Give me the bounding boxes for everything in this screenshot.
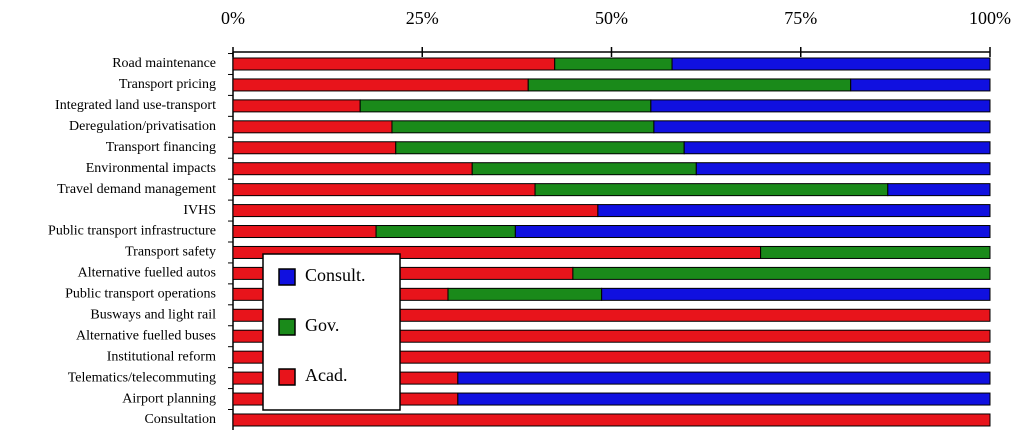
bar-segment — [232, 99, 361, 113]
y-tick-label: Environmental impacts — [86, 161, 216, 176]
y-tick-label: Telematics/telecommuting — [68, 370, 216, 385]
bar-segment — [650, 99, 991, 113]
bar-segment — [232, 120, 393, 134]
bar-segment — [232, 57, 556, 71]
legend-swatch — [278, 368, 296, 386]
bar-segment — [232, 329, 991, 343]
bar-segment — [232, 78, 529, 92]
y-tick-label: Deregulation/privatisation — [69, 119, 216, 134]
bar-segment — [671, 57, 991, 71]
y-tick-label: Public transport infrastructure — [48, 224, 216, 239]
legend-label: Consult. — [305, 265, 366, 285]
bar-segment — [359, 99, 652, 113]
bar-segment — [760, 245, 991, 259]
y-tick-label: Transport pricing — [119, 77, 216, 92]
bar-segment — [887, 183, 991, 197]
bar-segment — [683, 141, 991, 155]
bar-segment — [375, 225, 516, 239]
bar-segment — [554, 57, 673, 71]
bar-segment — [471, 162, 697, 176]
legend-label: Acad. — [305, 365, 347, 385]
bar-segment — [527, 78, 852, 92]
x-tick-label: 50% — [595, 8, 628, 28]
bar-segment — [232, 413, 991, 427]
y-tick-label: Travel demand management — [57, 182, 216, 197]
bar-segment — [534, 183, 889, 197]
x-tick-label: 75% — [784, 8, 817, 28]
legend-swatch — [278, 268, 296, 286]
y-tick-label: Busways and light rail — [90, 307, 216, 322]
y-tick-label: IVHS — [183, 203, 216, 218]
bar-segment — [232, 162, 473, 176]
bar-segment — [695, 162, 991, 176]
bar-segment — [391, 120, 655, 134]
bar-segment — [232, 183, 536, 197]
y-tick-label: Institutional reform — [107, 349, 216, 364]
bar-segment — [850, 78, 991, 92]
bar-segment — [457, 392, 991, 406]
y-tick-label: Alternative fuelled autos — [78, 266, 216, 281]
bar-segment — [232, 141, 397, 155]
y-tick-label: Transport safety — [125, 245, 216, 260]
x-tick-label: 0% — [221, 8, 245, 28]
legend-swatch — [278, 318, 296, 336]
bar-segment — [447, 287, 603, 301]
bar-segment — [653, 120, 991, 134]
y-tick-label: Integrated land use-transport — [55, 98, 216, 113]
y-tick-label: Road maintenance — [112, 56, 216, 71]
y-tick-label: Consultation — [144, 412, 216, 427]
x-tick-label: 25% — [406, 8, 439, 28]
bar-segment — [514, 225, 991, 239]
x-tick-label: 100% — [969, 8, 1011, 28]
legend: Consult. Gov. Acad. — [262, 253, 401, 411]
bar-segment — [395, 141, 685, 155]
bar-segment — [597, 204, 991, 218]
bar-segment — [601, 287, 991, 301]
bar-segment — [457, 371, 991, 385]
y-tick-label: Airport planning — [122, 391, 216, 406]
bar-segment — [572, 266, 991, 280]
bar-segment — [232, 350, 991, 364]
bar-segment — [232, 308, 991, 322]
y-tick-label: Public transport operations — [65, 287, 216, 302]
bar-segment — [232, 225, 377, 239]
y-tick-label: Transport financing — [106, 140, 216, 155]
y-tick-label: Alternative fuelled buses — [76, 328, 216, 343]
legend-label: Gov. — [305, 315, 339, 335]
bar-segment — [232, 204, 599, 218]
